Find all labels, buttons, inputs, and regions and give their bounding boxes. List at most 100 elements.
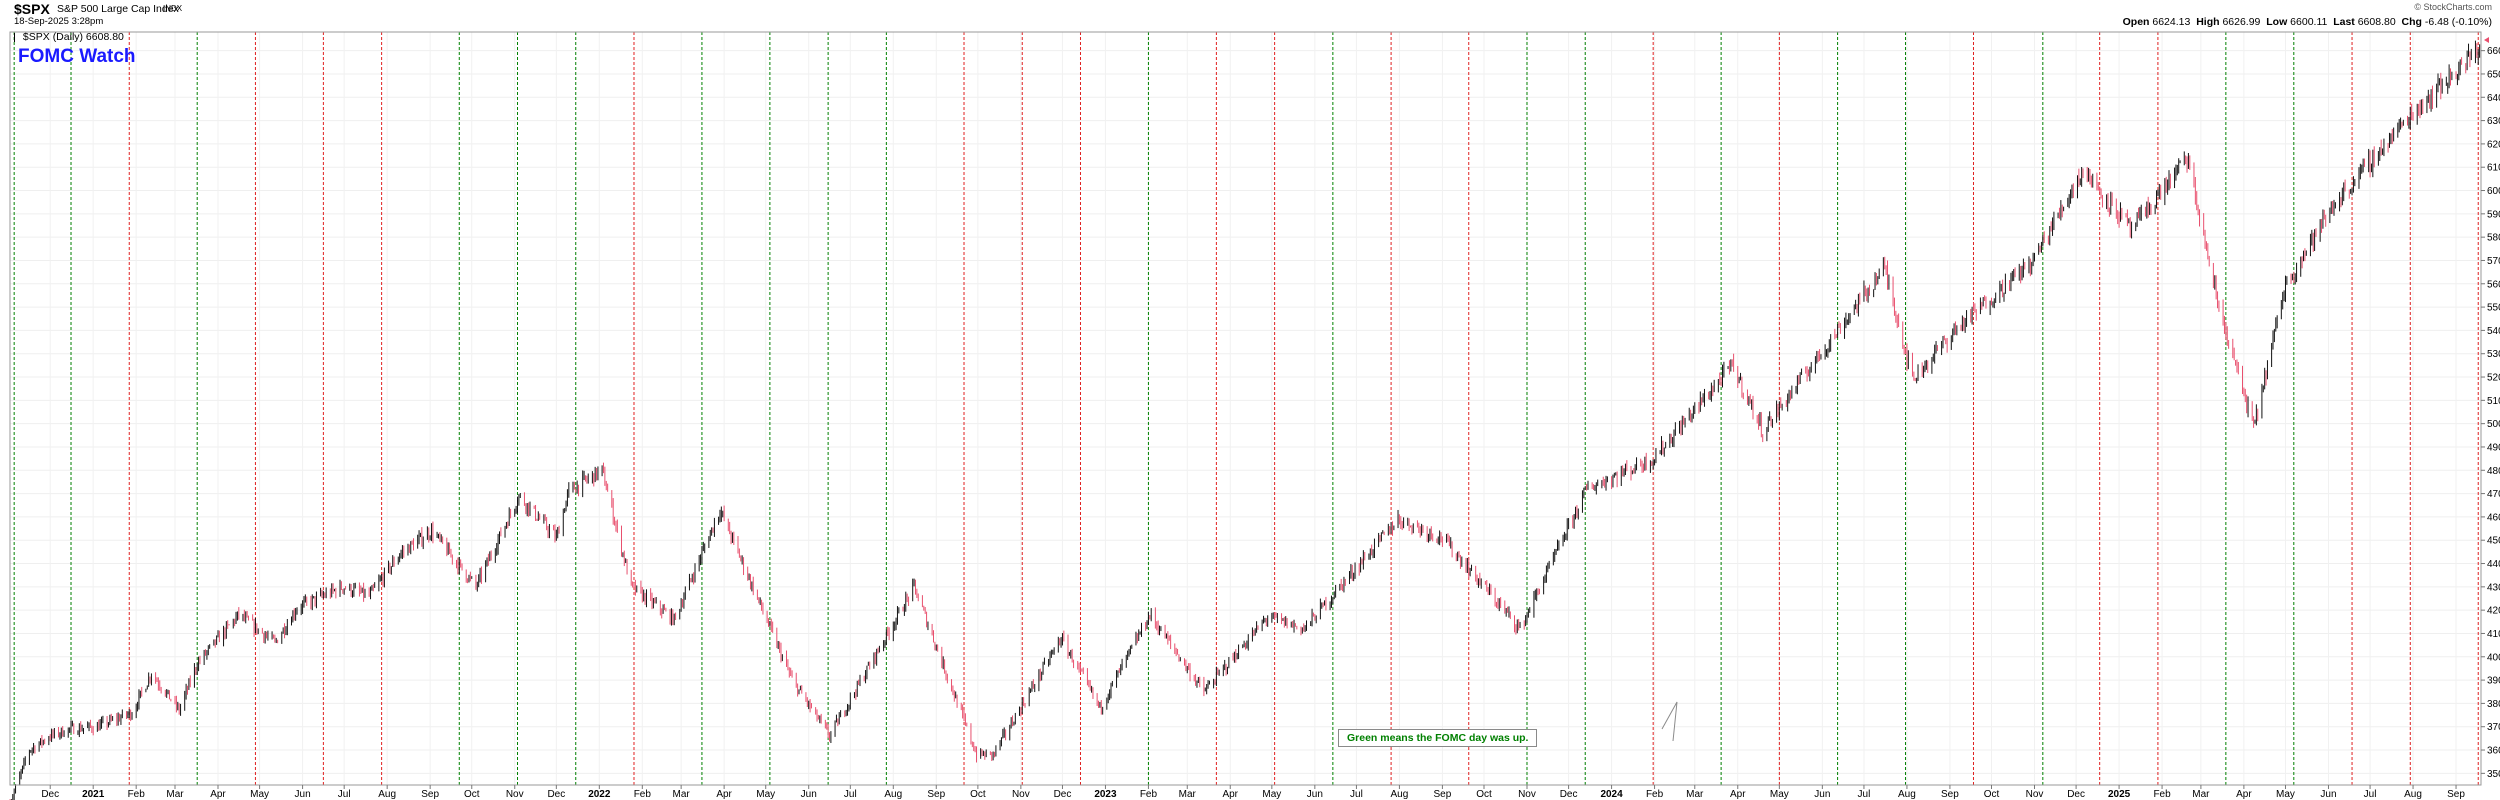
x-tick-label: Dec bbox=[2067, 789, 2085, 800]
x-tick-label: Dec bbox=[547, 789, 565, 800]
x-tick-label: Feb bbox=[1140, 789, 1158, 800]
y-tick-label: 6100 bbox=[2487, 163, 2500, 174]
y-tick-label: 5500 bbox=[2487, 303, 2500, 314]
x-tick-label: Sep bbox=[421, 789, 439, 800]
x-tick-label: 2025 bbox=[2108, 789, 2131, 800]
y-tick-label: 6300 bbox=[2487, 116, 2500, 127]
x-tick-label: Jul bbox=[2364, 789, 2377, 800]
low-label: Low bbox=[2266, 16, 2288, 28]
y-tick-label: 6000 bbox=[2487, 186, 2500, 197]
index-name: S&P 500 Large Cap Index bbox=[57, 3, 179, 15]
x-tick-label: Aug bbox=[2404, 789, 2422, 800]
x-tick-label: Mar bbox=[673, 789, 691, 800]
x-tick-label: Sep bbox=[1941, 789, 1959, 800]
x-tick-label: Aug bbox=[1391, 789, 1409, 800]
last-value: 6608.80 bbox=[2357, 16, 2396, 28]
y-tick-label: 3500 bbox=[2487, 769, 2500, 780]
low-value: 6600.11 bbox=[2290, 16, 2328, 28]
high-label: High bbox=[2196, 16, 2220, 28]
x-tick-label: Apr bbox=[210, 789, 226, 800]
chart-title: FOMC Watch bbox=[18, 46, 136, 67]
x-tick-label: Jun bbox=[801, 789, 817, 800]
x-tick-label: Jun bbox=[295, 789, 311, 800]
chg-value: -6.48 (-0.10%) bbox=[2424, 16, 2492, 28]
y-tick-label: 3800 bbox=[2487, 699, 2500, 710]
chart-header: $SPX S&P 500 Large Cap Index INDX 18-Sep… bbox=[0, 0, 2500, 32]
y-tick-label: 5900 bbox=[2487, 209, 2500, 220]
x-tick-label: Sep bbox=[2447, 789, 2465, 800]
open-label: Open bbox=[2122, 16, 2150, 28]
x-tick-label: May bbox=[2276, 789, 2295, 800]
x-axis: Dec 2021 Feb Mar Apr May Jun Jul Aug Sep Oct Nov Dec… bbox=[41, 785, 2465, 800]
x-tick-label: Feb bbox=[634, 789, 652, 800]
y-tick-label: 4600 bbox=[2487, 512, 2500, 523]
x-tick-label: Nov bbox=[1012, 789, 1030, 800]
y-tick-label: 5400 bbox=[2487, 326, 2500, 337]
x-tick-label: Nov bbox=[506, 789, 524, 800]
y-axis: 3500 3600 3700 3800 3900 4000 4100 4200 4300 4400… bbox=[2481, 46, 2500, 780]
y-tick-label: 4300 bbox=[2487, 582, 2500, 593]
open-value: 6624.13 bbox=[2152, 16, 2191, 28]
x-tick-label: 2024 bbox=[1600, 789, 1623, 800]
y-tick-label: 3700 bbox=[2487, 722, 2500, 733]
datetime: 18-Sep-2025 3:28pm bbox=[14, 16, 104, 27]
x-tick-label: Apr bbox=[2236, 789, 2252, 800]
x-tick-label: Jun bbox=[1307, 789, 1323, 800]
x-tick-label: Dec bbox=[1560, 789, 1578, 800]
y-tick-label: 4100 bbox=[2487, 629, 2500, 640]
y-tick-label: 4800 bbox=[2487, 466, 2500, 477]
x-tick-label: Oct bbox=[464, 789, 480, 800]
x-tick-label: Oct bbox=[1476, 789, 1492, 800]
y-tick-label: 4400 bbox=[2487, 559, 2500, 570]
y-tick-label: 6200 bbox=[2487, 139, 2500, 150]
plot-frame bbox=[9, 31, 2482, 786]
y-tick-label: 4500 bbox=[2487, 536, 2500, 547]
x-tick-label: Sep bbox=[1434, 789, 1452, 800]
x-tick-label: Jun bbox=[2320, 789, 2336, 800]
legend-marker-icon bbox=[14, 32, 20, 42]
x-tick-label: Apr bbox=[1222, 789, 1238, 800]
x-tick-label: Nov bbox=[2026, 789, 2044, 800]
fomc-lines bbox=[13, 32, 2479, 785]
price-bars bbox=[9, 40, 2481, 800]
high-value: 6626.99 bbox=[2222, 16, 2261, 28]
quote-summary: Open 6624.13 High 6626.99 Low 6600.11 La… bbox=[2123, 16, 2492, 28]
x-tick-label: May bbox=[250, 789, 269, 800]
x-tick-label: 2021 bbox=[82, 789, 105, 800]
exchange: INDX bbox=[163, 4, 183, 13]
symbol: $SPX bbox=[14, 1, 50, 17]
x-tick-label: Apr bbox=[1730, 789, 1746, 800]
x-tick-label: Aug bbox=[1898, 789, 1916, 800]
chg-label: Chg bbox=[2401, 16, 2422, 28]
x-tick-label: Mar bbox=[166, 789, 184, 800]
x-tick-label: Apr bbox=[716, 789, 732, 800]
x-tick-label: Dec bbox=[1054, 789, 1072, 800]
x-tick-label: Aug bbox=[884, 789, 902, 800]
x-tick-label: Jul bbox=[1858, 789, 1871, 800]
x-tick-label: Sep bbox=[927, 789, 945, 800]
y-tick-label: 5200 bbox=[2487, 373, 2500, 384]
x-tick-label: Jul bbox=[1350, 789, 1363, 800]
x-tick-label: Mar bbox=[1179, 789, 1197, 800]
annotation-pointer bbox=[1661, 701, 1678, 742]
x-tick-label: May bbox=[1770, 789, 1789, 800]
x-tick-label: Aug bbox=[378, 789, 396, 800]
x-tick-label: Jul bbox=[844, 789, 857, 800]
y-tick-label: 5700 bbox=[2487, 256, 2500, 267]
x-tick-label: May bbox=[756, 789, 775, 800]
y-tick-label: 6400 bbox=[2487, 93, 2500, 104]
x-tick-label: Nov bbox=[1518, 789, 1536, 800]
y-tick-label: 4000 bbox=[2487, 652, 2500, 663]
last-price-marker bbox=[2484, 37, 2489, 43]
x-tick-label: Feb bbox=[1646, 789, 1664, 800]
x-tick-label: Mar bbox=[2192, 789, 2210, 800]
annotation-note: Green means the FOMC day was up. bbox=[1338, 729, 1538, 747]
last-label: Last bbox=[2333, 16, 2355, 28]
x-tick-label: Feb bbox=[2153, 789, 2171, 800]
y-tick-label: 4700 bbox=[2487, 489, 2500, 500]
legend-label: $SPX (Daily) 6608.80 bbox=[22, 31, 124, 43]
y-tick-label: 5100 bbox=[2487, 396, 2500, 407]
x-tick-label: Feb bbox=[128, 789, 146, 800]
y-tick-label: 4200 bbox=[2487, 606, 2500, 617]
